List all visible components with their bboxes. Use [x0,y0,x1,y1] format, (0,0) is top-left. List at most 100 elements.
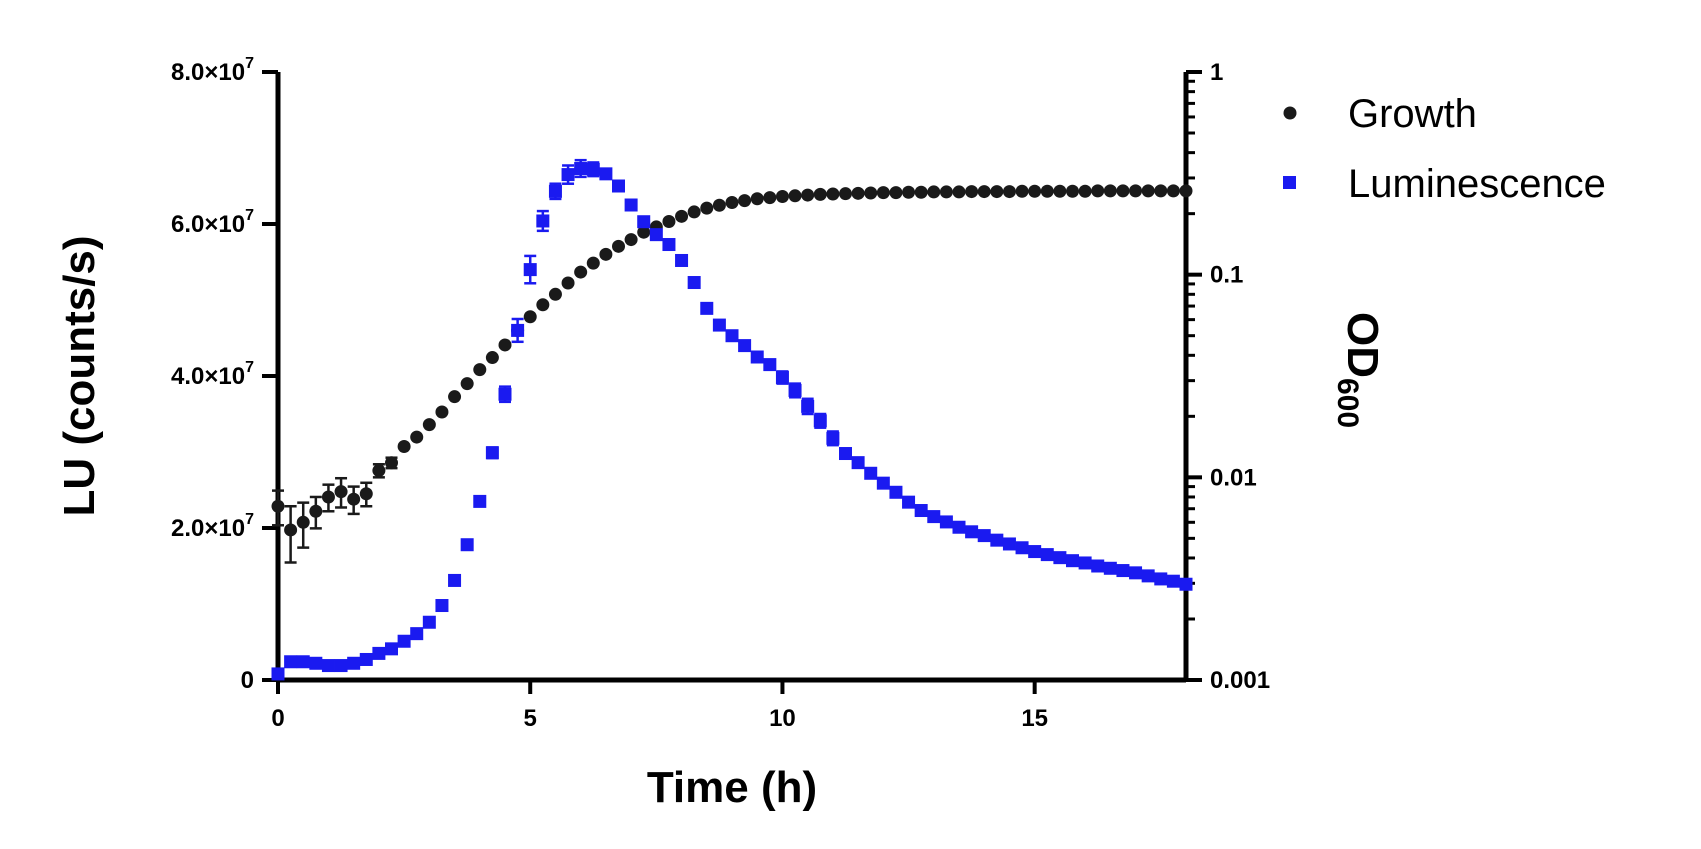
luminescence-point [1103,561,1117,575]
luminescence-point [712,318,726,332]
y-right-axis-title-main: OD [1338,312,1387,378]
luminescence-point [296,655,310,669]
luminescence-point [864,466,878,480]
growth-point [1129,184,1143,198]
growth-point [712,198,726,212]
luminescence-point [271,667,285,681]
y-left-tick-label: 0 [241,667,254,694]
luminescence-point [851,456,865,470]
luminescence-point [1002,537,1016,551]
y-right-tick-label: 1 [1210,59,1223,86]
luminescence-point [826,431,840,445]
y-left-tick-label-main: 4.0×10 [171,363,245,390]
luminescence-point [939,515,953,529]
growth-point [864,186,878,200]
y-left-tick-label-main: 8.0×10 [171,59,245,86]
y-right-tick-label: 0.01 [1210,464,1257,491]
growth-point [599,247,613,261]
growth-point [952,185,966,199]
growth-point [1154,184,1168,198]
luminescence-point [548,184,562,198]
luminescence-point [801,399,815,413]
growth-point [851,186,865,200]
luminescence-point [649,228,663,242]
growth-point [372,464,386,478]
luminescence-point [725,329,739,343]
y-left-tick-label: 8.0×107 [171,55,254,86]
luminescence-point [435,599,449,613]
legend-marker-growth [1283,106,1297,120]
growth-point [750,192,764,206]
growth-point [284,523,298,537]
y-right-axis-title: OD600 [1331,312,1387,428]
series-layer [271,158,1193,681]
luminescence-point [813,414,827,428]
growth-point [271,499,285,513]
y-left-tick-label: 2.0×107 [171,511,254,542]
luminescence-point [1066,554,1079,568]
growth-point [1040,184,1054,198]
luminescence-point [309,656,323,670]
luminescence-point [927,510,941,524]
growth-point [914,185,928,199]
luminescence-point [1053,551,1067,565]
growth-point [473,363,487,377]
luminescence-point [536,214,550,228]
luminescence-point [763,358,777,372]
luminescence-point [574,162,588,176]
x-tick-label: 0 [271,705,284,732]
growth-point [448,390,462,404]
growth-point [1002,185,1016,199]
growth-point [296,515,310,529]
growth-point [813,187,827,201]
luminescence-point [523,263,537,277]
luminescence-point [839,447,852,461]
luminescence-point [359,652,373,666]
x-tick-label: 15 [1021,705,1048,732]
growth-point [826,187,840,201]
luminescence-point [586,162,600,176]
x-axis-title: Time (h) [647,763,817,812]
luminescence-point [1116,564,1130,578]
y-left-axis-title: LU (counts/s) [55,235,104,516]
growth-point [700,201,714,215]
y-right-tick-label: 0.001 [1210,667,1270,694]
luminescence-point [965,525,979,539]
luminescence-point [775,371,789,385]
growth-point [902,185,916,199]
growth-point [536,298,550,312]
growth-point [927,185,941,199]
x-tick-label: 10 [769,705,796,732]
axes-group [275,72,1189,683]
luminescence-point [321,659,335,673]
growth-point [1053,184,1067,198]
x-ticks-group: 0 5 10 15 [271,680,1048,732]
growth-point [385,456,398,470]
luminescence-point [1141,569,1155,583]
growth-point [965,185,979,199]
luminescence-point [1179,577,1193,591]
growth-point [1078,184,1092,198]
y-left-tick-label-exponent: 7 [245,207,254,224]
luminescence-point [889,485,903,499]
growth-point [460,377,474,391]
growth-point [775,190,789,204]
luminescence-point [473,494,487,508]
luminescence-point [662,238,676,252]
growth-point [422,418,436,432]
luminescence-point [385,642,398,656]
growth-point [1166,184,1180,198]
luminescence-point [561,168,575,182]
luminescence-point [1091,559,1105,573]
growth-point [347,492,361,506]
growth-point [321,490,335,504]
y-right-axis-title-subscript: 600 [1331,378,1364,428]
legend-label-growth: Growth [1348,92,1477,136]
luminescence-point [599,167,613,181]
luminescence-point [448,573,462,587]
growth-point [675,209,689,223]
luminescence-point [372,646,386,660]
luminescence-point [675,253,689,267]
luminescence-point [637,215,651,229]
